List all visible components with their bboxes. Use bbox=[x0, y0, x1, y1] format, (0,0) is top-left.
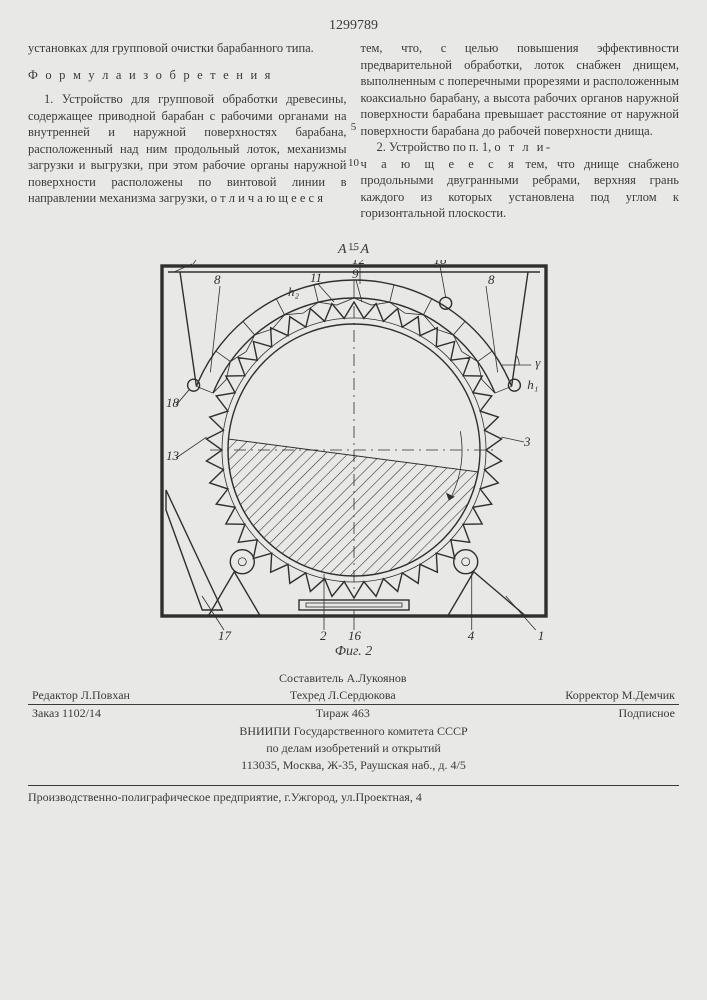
svg-text:4: 4 bbox=[467, 628, 474, 640]
claim-2: 2. Устройство по п. 1, о т л и- ч а ю щ … bbox=[361, 139, 680, 222]
lineno-10: 10 bbox=[345, 156, 363, 171]
svg-text:18: 18 bbox=[433, 260, 447, 267]
claim-1-cont: тем, что, с целью повышения эффективност… bbox=[361, 40, 680, 139]
editor: Л.Повхан bbox=[81, 688, 130, 702]
svg-text:8: 8 bbox=[214, 272, 221, 287]
patent-number: 1299789 bbox=[28, 18, 679, 34]
svg-text:3: 3 bbox=[523, 434, 531, 449]
svg-text:18: 18 bbox=[166, 395, 180, 410]
svg-text:7: 7 bbox=[192, 260, 199, 267]
claim2-pre: 2. Устройство по п. 1, bbox=[377, 140, 495, 154]
order-no: Заказ 1102/14 bbox=[28, 704, 220, 722]
corrector: М.Демчик bbox=[622, 688, 675, 702]
editor-label: Редактор bbox=[32, 688, 78, 702]
left-column: установках для групповой очистки барабан… bbox=[28, 40, 347, 222]
svg-text:γ: γ bbox=[535, 355, 541, 370]
right-column: тем, что, с целью повышения эффективност… bbox=[361, 40, 680, 222]
svg-text:17: 17 bbox=[218, 628, 232, 640]
podpisnoe: Подписное bbox=[466, 704, 679, 722]
claim2-sp: о т л и- bbox=[494, 140, 552, 154]
svg-text:h₁: h₁ bbox=[527, 377, 538, 392]
org-addr: 113035, Москва, Ж-35, Раушская наб., д. … bbox=[28, 758, 679, 773]
corrector-label: Корректор bbox=[565, 688, 619, 702]
claim-1: 1. Устройство для групповой обработки др… bbox=[28, 91, 347, 207]
printer-line: Производственно-полиграфическое предприя… bbox=[28, 785, 679, 805]
lineno-5: 5 bbox=[345, 120, 363, 135]
svg-text:9: 9 bbox=[352, 266, 359, 281]
figure-svg: 7121888119h₂γh₁313182417161 bbox=[134, 260, 574, 640]
svg-text:2: 2 bbox=[320, 628, 327, 640]
compiler: А.Лукоянов bbox=[346, 671, 406, 685]
tech: Л.Сердюкова bbox=[328, 688, 396, 702]
tech-label: Техред bbox=[290, 688, 325, 702]
left-lead: установках для групповой очистки барабан… bbox=[28, 40, 347, 57]
claim2-line2: ч а ю щ е е с я bbox=[361, 157, 517, 171]
compiler-label: Составитель bbox=[279, 671, 343, 685]
svg-text:h₂: h₂ bbox=[288, 284, 300, 299]
lineno-15: 15 bbox=[345, 240, 363, 255]
org-line-2: по делам изобретений и открытий bbox=[28, 741, 679, 756]
formula-title: Ф о р м у л а и з о б р е т е н и я bbox=[28, 67, 347, 84]
svg-text:11: 11 bbox=[310, 270, 322, 285]
svg-text:16: 16 bbox=[348, 628, 362, 640]
org-line-1: ВНИИПИ Государственного комитета СССР bbox=[28, 724, 679, 739]
figure-caption: Фиг. 2 bbox=[134, 644, 574, 660]
publication-table: Составитель А.Лукоянов Редактор Л.Повхан… bbox=[28, 670, 679, 722]
text-columns: 5 10 15 установках для групповой очистки… bbox=[28, 40, 679, 222]
svg-text:1: 1 bbox=[537, 628, 544, 640]
figure-2: А – А 7121888119h₂γh₁313182417161 Фиг. 2 bbox=[134, 242, 574, 660]
svg-text:13: 13 bbox=[166, 448, 180, 463]
tirazh: Тираж 463 bbox=[220, 704, 466, 722]
svg-text:8: 8 bbox=[488, 272, 495, 287]
